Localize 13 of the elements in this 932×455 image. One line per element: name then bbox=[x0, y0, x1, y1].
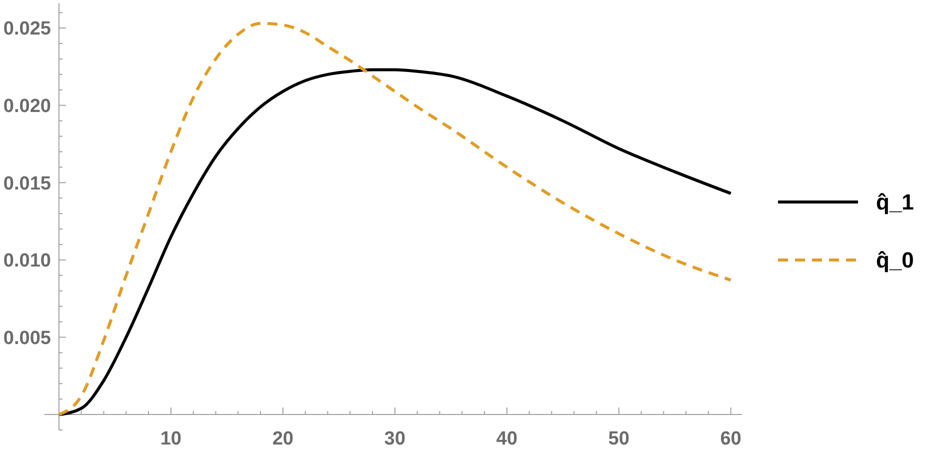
x-tick-label: 10 bbox=[160, 428, 182, 450]
x-tick-label: 30 bbox=[384, 428, 406, 450]
y-tick-label: 0.020 bbox=[3, 96, 51, 117]
y-tick-label: 0.025 bbox=[3, 18, 52, 40]
x-tick-label: 50 bbox=[608, 428, 630, 450]
x-tick-label: 20 bbox=[272, 428, 294, 450]
y-tick-label: 0.015 bbox=[3, 173, 52, 194]
x-tick-label: 40 bbox=[496, 428, 518, 450]
y-tick-label: 0.010 bbox=[3, 250, 51, 272]
legend-label: q̂_0 bbox=[876, 248, 914, 273]
y-tick-label: 0.005 bbox=[3, 328, 52, 349]
legend-label: q̂_1 bbox=[876, 190, 914, 215]
x-tick-label: 60 bbox=[720, 428, 742, 450]
